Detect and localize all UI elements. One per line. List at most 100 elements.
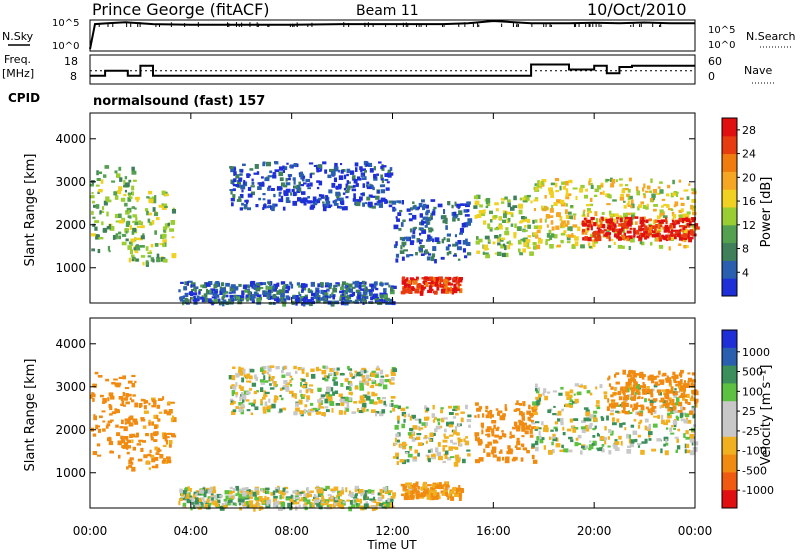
echo-cell	[610, 394, 614, 398]
echo-cell	[271, 289, 274, 293]
echo-cell	[590, 184, 594, 189]
echo-cell	[456, 288, 461, 292]
echo-cell	[452, 408, 458, 412]
echo-cell	[455, 426, 458, 431]
echo-cell	[237, 490, 240, 495]
echo-cell	[453, 211, 457, 216]
echo-cell	[239, 506, 242, 511]
echo-cell	[609, 210, 612, 215]
echo-cell	[354, 487, 357, 493]
echo-cell	[522, 200, 527, 203]
echo-cell	[599, 191, 603, 195]
echo-cell	[531, 409, 537, 413]
echo-cell	[321, 370, 327, 375]
echo-cell	[425, 454, 430, 457]
echo-cell	[427, 216, 432, 222]
echo-cell	[308, 493, 312, 498]
echo-cell	[125, 182, 130, 187]
echo-cell	[485, 247, 489, 251]
echo-cell	[513, 421, 518, 426]
echo-cell	[121, 419, 124, 425]
echo-cell	[369, 374, 373, 377]
echo-cell	[195, 493, 198, 497]
echo-cell	[225, 283, 228, 286]
echo-cell	[401, 200, 404, 205]
echo-cell	[300, 184, 305, 187]
echo-cell	[232, 366, 236, 370]
echo-cell	[649, 374, 654, 377]
echo-cell	[161, 190, 166, 196]
echo-cell	[678, 209, 683, 213]
echo-cell	[326, 386, 331, 392]
echo-cell	[352, 175, 356, 180]
echo-cell	[566, 396, 571, 400]
echo-cell	[543, 445, 546, 450]
echo-cell	[523, 242, 526, 247]
echo-cell	[421, 422, 426, 426]
echo-cell	[442, 460, 446, 464]
echo-cell	[164, 193, 169, 197]
echo-cell	[298, 293, 302, 297]
echo-cell	[92, 383, 95, 388]
echo-cell	[443, 278, 448, 283]
echo-cell	[673, 394, 678, 399]
echo-cell	[132, 228, 137, 232]
echo-cell	[418, 249, 423, 253]
echo-cell	[554, 421, 558, 425]
echo-cell	[595, 404, 600, 407]
echo-cell	[145, 260, 149, 265]
echo-cell	[272, 504, 277, 508]
echo-cell	[255, 204, 259, 208]
echo-cell	[295, 402, 300, 407]
echo-cell	[115, 220, 121, 223]
echo-cell	[625, 219, 628, 223]
echo-cell	[682, 230, 685, 233]
echo-cell	[635, 384, 640, 389]
echo-cell	[155, 464, 159, 469]
echo-cell	[550, 233, 555, 238]
freq-frame	[89, 54, 696, 85]
echo-cell	[140, 235, 145, 240]
echo-cell	[539, 218, 543, 223]
echo-cell	[345, 408, 349, 412]
echo-cell	[384, 173, 389, 177]
echo-cell	[678, 243, 682, 246]
echo-cell	[519, 403, 522, 406]
echo-cell	[672, 393, 675, 396]
echo-cell	[662, 372, 667, 377]
echo-cell	[91, 192, 94, 195]
echo-cell	[525, 242, 530, 248]
echo-cell	[508, 449, 514, 452]
echo-cell	[109, 413, 113, 416]
echo-cell	[455, 491, 458, 494]
echo-cell	[474, 436, 478, 441]
echo-cell	[134, 380, 137, 384]
echo-cell	[425, 211, 429, 216]
echo-cell	[303, 202, 307, 206]
echo-cell	[634, 392, 640, 395]
echo-cell	[617, 231, 622, 235]
echo-cell	[386, 181, 390, 184]
echo-cell	[389, 298, 394, 304]
echo-cell	[166, 411, 172, 416]
echo-cell	[434, 237, 440, 242]
echo-cell	[390, 498, 394, 502]
echo-cell	[691, 390, 696, 395]
echo-cell	[522, 401, 526, 407]
echo-cell	[428, 236, 433, 241]
echo-cell	[231, 180, 234, 185]
echo-cell	[547, 391, 551, 394]
echo-cell	[193, 491, 197, 495]
echo-cell	[310, 296, 314, 301]
echo-cell	[420, 285, 424, 290]
echo-cell	[653, 225, 657, 228]
echo-cell	[214, 494, 217, 499]
echo-cell	[565, 391, 570, 397]
echo-cell	[245, 391, 251, 395]
echo-cell	[407, 284, 411, 288]
echo-cell	[431, 495, 435, 499]
echo-cell	[381, 397, 386, 400]
echo-cell	[414, 449, 418, 454]
echo-cell	[225, 291, 229, 294]
